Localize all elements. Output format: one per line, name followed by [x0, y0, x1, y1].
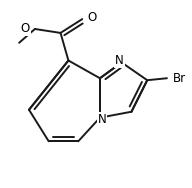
- Text: N: N: [115, 54, 124, 67]
- Text: N: N: [98, 113, 106, 126]
- Text: O: O: [87, 11, 96, 24]
- Text: Br: Br: [173, 72, 186, 85]
- Text: O: O: [21, 23, 30, 36]
